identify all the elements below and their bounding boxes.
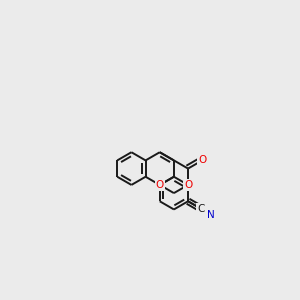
- Text: C: C: [197, 204, 205, 214]
- Text: O: O: [198, 155, 206, 165]
- Text: O: O: [184, 180, 192, 190]
- Text: N: N: [207, 209, 215, 220]
- Text: O: O: [156, 180, 164, 190]
